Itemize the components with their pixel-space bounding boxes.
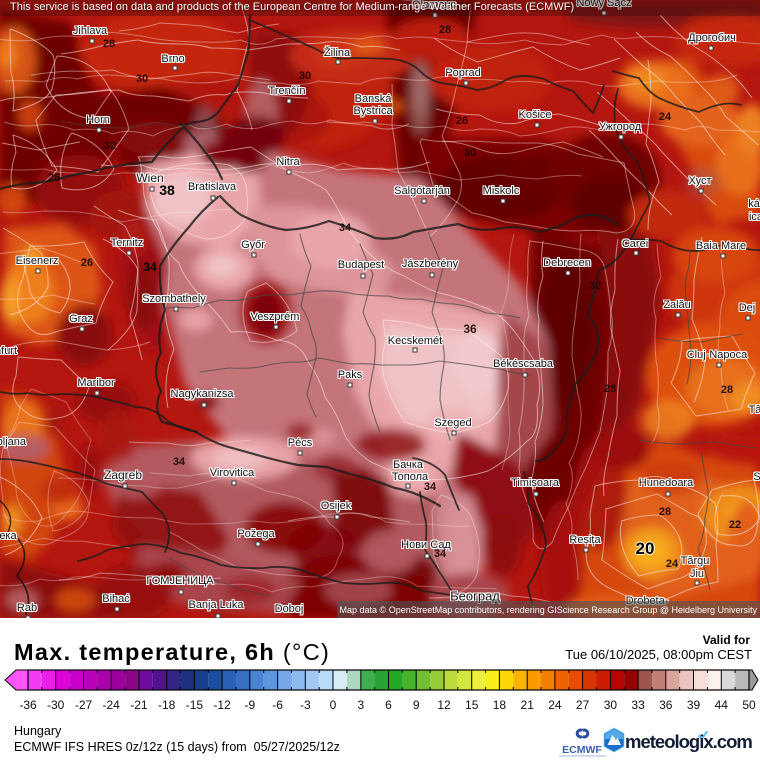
svg-text:-3: -3	[300, 698, 311, 712]
svg-text:-24: -24	[103, 698, 121, 712]
svg-text:meteologix.com: meteologix.com	[625, 731, 752, 752]
svg-text:-18: -18	[158, 698, 176, 712]
svg-text:3: 3	[357, 698, 364, 712]
svg-text:44: 44	[715, 698, 729, 712]
svg-text:36: 36	[659, 698, 673, 712]
svg-text:0: 0	[330, 698, 337, 712]
svg-text:-9: -9	[244, 698, 255, 712]
svg-text:-30: -30	[47, 698, 65, 712]
svg-text:-15: -15	[186, 698, 204, 712]
svg-text:27: 27	[576, 698, 590, 712]
svg-text:-36: -36	[19, 698, 37, 712]
svg-text:9: 9	[413, 698, 420, 712]
svg-text:30: 30	[604, 698, 618, 712]
svg-text:50: 50	[742, 698, 756, 712]
svg-text:-6: -6	[272, 698, 283, 712]
svg-text:39: 39	[687, 698, 701, 712]
svg-text:33: 33	[631, 698, 645, 712]
svg-text:12: 12	[437, 698, 451, 712]
svg-text:-27: -27	[75, 698, 93, 712]
svg-text:18: 18	[493, 698, 507, 712]
svg-text:21: 21	[521, 698, 535, 712]
svg-text:-12: -12	[213, 698, 231, 712]
svg-text:6: 6	[385, 698, 392, 712]
svg-text:15: 15	[465, 698, 479, 712]
svg-text:24: 24	[548, 698, 562, 712]
svg-text:ECMWF: ECMWF	[562, 744, 602, 756]
svg-text:-21: -21	[130, 698, 148, 712]
